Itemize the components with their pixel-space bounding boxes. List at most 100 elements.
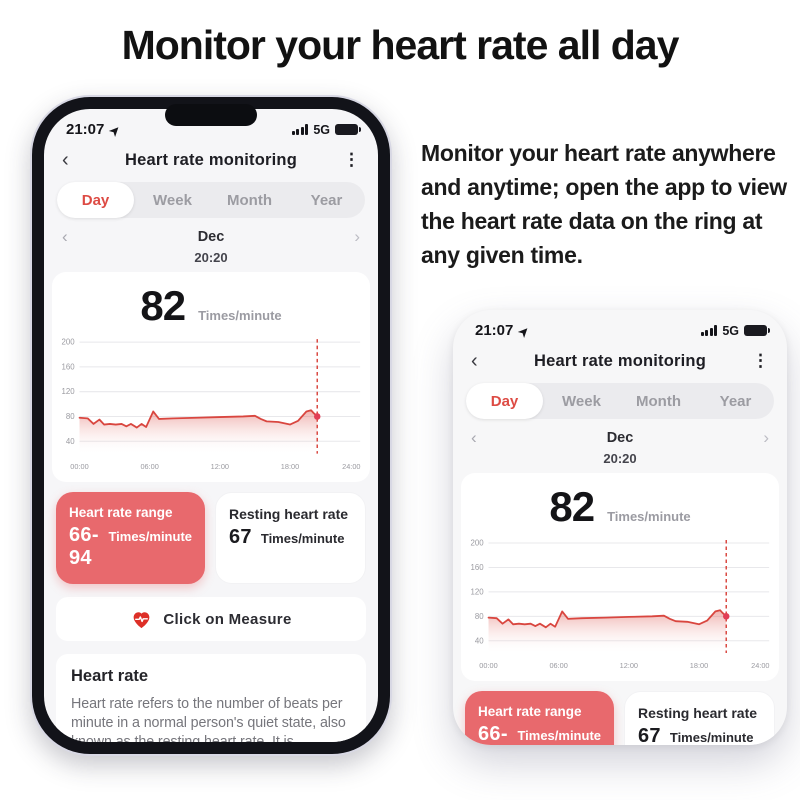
resting-unit: Times/minute — [260, 531, 345, 546]
app-header: ‹ Heart rate monitoring ⋮ — [44, 138, 378, 174]
app-header: ‹ Heart rate monitoring ⋮ — [453, 339, 787, 375]
tab-day[interactable]: Day — [466, 383, 543, 419]
app-title: Heart rate monitoring — [534, 351, 706, 370]
tab-month[interactable]: Month — [636, 392, 681, 410]
tab-day[interactable]: Day — [57, 182, 134, 218]
resting-value: 67 — [638, 725, 661, 745]
heart-rate-info-card: Heart rate Heart rate refers to the numb… — [56, 654, 366, 742]
info-body: Heart rate refers to the number of beats… — [71, 696, 346, 742]
svg-text:12:00: 12:00 — [620, 661, 638, 670]
resting-title: Resting heart rate — [229, 506, 349, 522]
svg-text:200: 200 — [62, 338, 76, 347]
range-unit: Times/minute — [517, 728, 601, 743]
svg-text:24:00: 24:00 — [751, 661, 769, 670]
period-tabs: Day Week Month Year — [466, 383, 774, 419]
resting-unit: Times/minute — [669, 730, 754, 745]
phone-mockup-framed: 21:07 ➤ 5G ‹ Heart rate monitoring ⋮ Da — [30, 95, 392, 756]
battery-icon — [335, 123, 361, 136]
cursor-time-label: 20:20 — [194, 250, 228, 265]
back-icon[interactable]: ‹ — [471, 350, 478, 372]
stats-row: Heart rate range 66-94 Times/minute Rest… — [56, 492, 366, 584]
heart-rate-chart[interactable]: 40 80 120 160 200 00:00 06:00 12:00 18:00 24:00 — [463, 533, 777, 681]
range-title: Heart rate range — [478, 704, 582, 719]
overflow-menu-icon[interactable]: ⋮ — [343, 150, 360, 169]
location-arrow-icon: ➤ — [515, 322, 533, 340]
chart-card: 82 Times/minute 40 80 120 160 200 00:00 06:00 1… — [52, 272, 370, 482]
tab-week[interactable]: Week — [562, 392, 601, 410]
resting-title: Resting heart rate — [638, 705, 758, 721]
month-label: Dec — [606, 429, 634, 446]
svg-text:80: 80 — [66, 412, 75, 421]
location-arrow-icon: ➤ — [106, 121, 124, 139]
tab-year[interactable]: Year — [719, 392, 752, 410]
svg-text:120: 120 — [471, 587, 485, 596]
prev-month-icon[interactable]: ‹ — [62, 227, 68, 246]
heart-pulse-icon — [134, 611, 150, 628]
signal-bars-icon — [700, 325, 718, 336]
measure-button[interactable]: Click on Measure — [56, 597, 366, 641]
back-icon[interactable]: ‹ — [62, 149, 69, 171]
network-label: 5G — [722, 323, 739, 338]
info-title: Heart rate — [71, 667, 149, 685]
phone-notch — [165, 104, 257, 126]
date-selector: ‹ Dec › — [62, 228, 360, 245]
svg-text:24:00: 24:00 — [342, 462, 360, 471]
resting-heart-rate-card[interactable]: Resting heart rate 67 Times/minute — [215, 492, 366, 584]
svg-text:06:00: 06:00 — [140, 462, 158, 471]
svg-text:06:00: 06:00 — [549, 661, 567, 670]
range-value: 66-94 — [478, 723, 508, 745]
tab-month[interactable]: Month — [227, 191, 272, 209]
status-time: 21:07 — [66, 121, 105, 138]
tab-week[interactable]: Week — [153, 191, 192, 209]
range-value: 66-94 — [69, 524, 99, 569]
stats-row: Heart rate range 66-94 Times/minute Rest… — [465, 691, 775, 745]
overflow-menu-icon[interactable]: ⋮ — [752, 351, 769, 370]
next-month-icon[interactable]: › — [354, 227, 360, 246]
next-month-icon[interactable]: › — [763, 428, 769, 447]
chart-card: 82 Times/minute 40 80 120 160 200 00:00 06:00 1… — [461, 473, 779, 681]
range-unit: Times/minute — [108, 529, 192, 544]
svg-text:18:00: 18:00 — [281, 462, 299, 471]
signal-bars-icon — [291, 124, 309, 135]
heart-rate-range-card[interactable]: Heart rate range 66-94 Times/minute — [465, 691, 614, 745]
app-title: Heart rate monitoring — [125, 150, 297, 169]
bpm-value: 82 — [140, 282, 186, 329]
page-title: Monitor your heart rate all day — [121, 22, 680, 68]
month-label: Dec — [197, 228, 225, 245]
resting-heart-rate-card[interactable]: Resting heart rate 67 Times/minute — [624, 691, 775, 745]
bpm-unit: Times/minute — [607, 509, 691, 524]
date-selector: ‹ Dec › — [471, 429, 769, 446]
tab-year[interactable]: Year — [310, 191, 343, 209]
svg-text:120: 120 — [62, 387, 76, 396]
phone-bezel: 21:07 ➤ 5G ‹ Heart rate monitoring ⋮ Da — [32, 97, 390, 754]
phone-mockup-flat: 21:07 ➤ 5G ‹ Heart rate monitoring ⋮ Day… — [453, 310, 787, 745]
heart-rate-chart[interactable]: 40 80 120 160 200 00:00 06:00 12:00 18:00 24:00 — [54, 332, 368, 482]
status-bar: 21:07 ➤ 5G — [44, 109, 378, 139]
svg-text:80: 80 — [475, 612, 484, 621]
svg-text:160: 160 — [471, 563, 485, 572]
period-tabs: Day Week Month Year — [57, 182, 365, 218]
current-reading: 82 Times/minute — [54, 278, 368, 332]
svg-text:40: 40 — [475, 636, 484, 645]
bpm-value: 82 — [549, 483, 595, 530]
range-title: Heart rate range — [69, 505, 173, 520]
svg-text:200: 200 — [471, 538, 485, 547]
status-time: 21:07 — [475, 322, 514, 339]
cursor-time-label: 20:20 — [603, 451, 637, 466]
status-bar: 21:07 ➤ 5G — [453, 310, 787, 340]
svg-text:12:00: 12:00 — [211, 462, 229, 471]
phone-screen: 21:07 ➤ 5G ‹ Heart rate monitoring ⋮ Da — [44, 109, 378, 742]
svg-text:160: 160 — [62, 362, 76, 371]
heart-rate-range-card[interactable]: Heart rate range 66-94 Times/minute — [56, 492, 205, 584]
page-description: Monitor your heart rate anywhere and any… — [421, 140, 787, 269]
prev-month-icon[interactable]: ‹ — [471, 428, 477, 447]
measure-label: Click on Measure — [163, 610, 292, 628]
svg-text:00:00: 00:00 — [479, 661, 497, 670]
svg-text:00:00: 00:00 — [70, 462, 88, 471]
svg-text:18:00: 18:00 — [690, 661, 708, 670]
resting-value: 67 — [229, 526, 252, 548]
battery-icon — [744, 324, 770, 337]
current-reading: 82 Times/minute — [463, 479, 777, 533]
svg-text:40: 40 — [66, 437, 75, 446]
